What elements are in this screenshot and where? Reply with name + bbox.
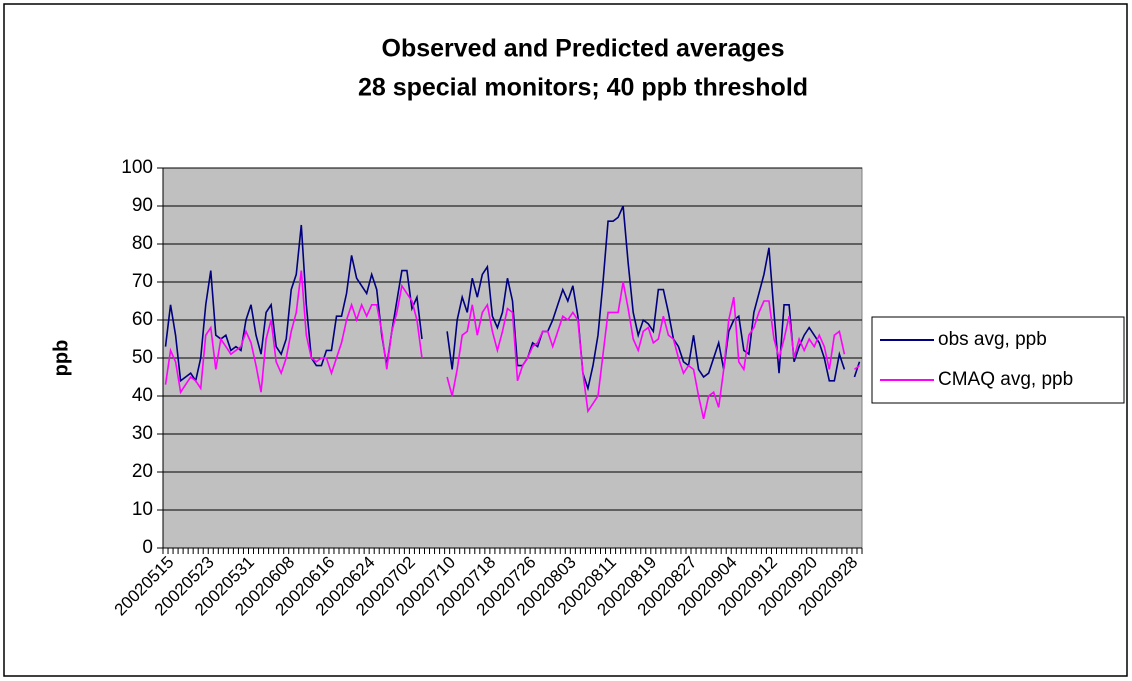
chart-title: Observed and Predicted averages bbox=[382, 35, 785, 63]
y-tick-label: 10 bbox=[132, 499, 153, 520]
y-tick-label: 30 bbox=[132, 423, 153, 444]
series-line bbox=[164, 270, 860, 419]
y-tick-label: 50 bbox=[132, 347, 153, 368]
y-axis-label: ppb bbox=[50, 340, 72, 377]
y-tick-label: 60 bbox=[132, 309, 153, 330]
y-tick-label: 20 bbox=[132, 461, 153, 482]
y-tick-label: 0 bbox=[142, 537, 153, 558]
y-tick-label: 90 bbox=[132, 195, 153, 216]
series-line bbox=[164, 205, 861, 392]
legend-box bbox=[871, 316, 1125, 404]
legend-label: obs avg, ppb bbox=[938, 329, 1047, 350]
chart-subtitle: 28 special monitors; 40 ppb threshold bbox=[358, 74, 808, 102]
legend-label: CMAQ avg, ppb bbox=[938, 369, 1073, 390]
y-tick-label: 40 bbox=[132, 385, 153, 406]
y-tick-label: 70 bbox=[132, 271, 153, 292]
y-tick-label: 100 bbox=[121, 157, 153, 178]
y-tick-label: 80 bbox=[132, 233, 153, 254]
